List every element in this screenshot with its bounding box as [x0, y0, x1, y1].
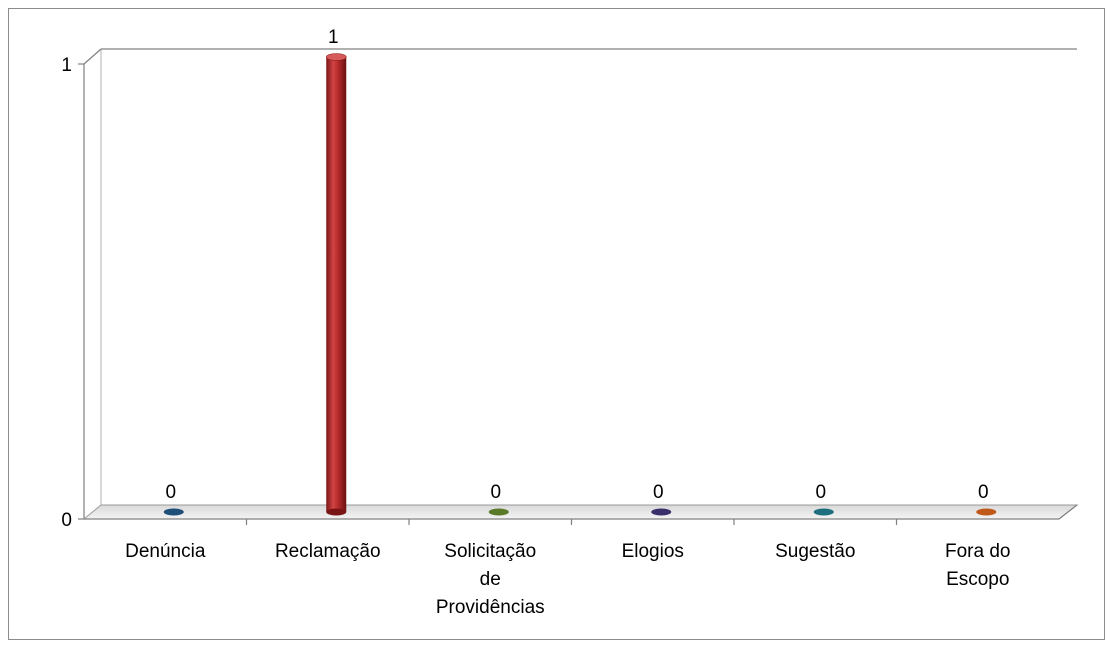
data-label: 0	[165, 482, 176, 503]
category-label: Fora do Escopo	[945, 541, 1010, 590]
bar-series	[163, 53, 997, 516]
data-label: 0	[815, 482, 826, 503]
bar-body	[326, 57, 347, 512]
data-label: 0	[490, 482, 501, 503]
bar	[488, 508, 509, 516]
chart-floor	[82, 504, 1079, 520]
bar-chart: 01 010 0 0 0 Denúncia Reclamação Solicitação d…	[61, 27, 1079, 618]
bar-cap	[325, 53, 347, 61]
category-label: Sugestão	[775, 541, 855, 562]
data-label: 0	[653, 482, 664, 503]
category-label: Elogios	[622, 541, 684, 562]
data-label: 1	[328, 27, 339, 48]
category-labels: Denúncia Reclamação Solicitação de Providênc…	[125, 541, 1010, 618]
y-tick-label: 0	[61, 510, 72, 531]
y-tick-labels: 01	[61, 55, 72, 531]
bar	[163, 508, 184, 516]
y-tick-label: 1	[61, 55, 72, 76]
bar	[976, 508, 997, 516]
category-label: Denúncia	[125, 541, 206, 562]
bar-base	[326, 508, 347, 516]
category-label: Reclamação	[275, 541, 381, 562]
data-label: 0	[978, 482, 989, 503]
data-labels: 0 1 0 0 0 0	[165, 27, 988, 503]
bar	[813, 508, 834, 516]
x-axis-right-depth	[1058, 504, 1078, 520]
category-label: Solicitação de Providências	[436, 541, 545, 618]
axis-ticks	[78, 63, 898, 525]
y-axis-top-depth	[83, 48, 102, 65]
bar	[325, 53, 347, 516]
bar	[651, 508, 672, 516]
